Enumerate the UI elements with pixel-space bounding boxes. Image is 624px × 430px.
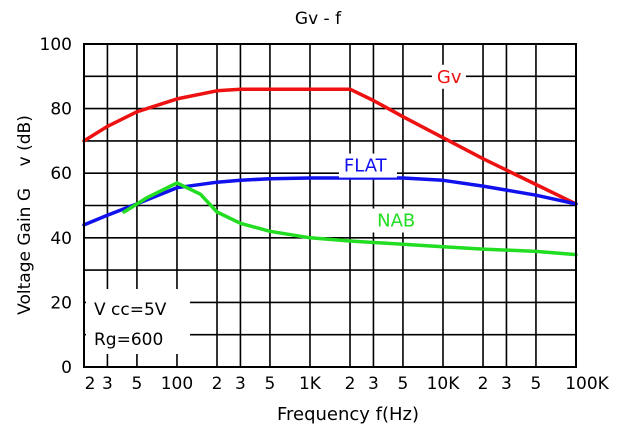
x-tick-label: 100K [565,374,609,394]
series-label-bg [372,208,419,233]
y-tick-label: 0 [61,358,72,378]
x-tick-label: 2 [345,374,356,394]
series-label-flat: FLAT [344,156,388,177]
series-line-flat [82,176,578,227]
x-tick-label: 3 [501,374,512,394]
y-tick-label: 60 [50,164,72,184]
y-tick-label: 20 [50,293,72,313]
series-labels: Gv FLAT NAB [338,64,466,233]
x-tick-label: 5 [132,374,143,394]
x-tick-label: 3 [368,374,379,394]
x-tick-label: 1K [299,374,322,394]
y-tick-label: 100 [40,35,72,55]
series-label-gv: Gv [437,67,462,88]
x-tick-label: 2 [85,374,96,394]
annotation-rg: Rg=600 [94,330,163,350]
x-tick-label: 100 [161,374,193,394]
series-layer [82,87,578,257]
x-tick-label: 10K [427,374,461,394]
series-line-gv [82,87,578,206]
chart-title: Gv - f [295,9,342,29]
x-tick-label: 3 [235,374,246,394]
x-tick-label: 3 [102,374,113,394]
series-label-bg [431,64,466,89]
x-axis-label: Frequency f(Hz) [277,404,419,425]
conditions-box [86,289,190,354]
grid-lines [83,43,577,368]
x-tick-label: 5 [531,374,542,394]
x-tick-label: 2 [212,374,223,394]
x-tick-label: 5 [265,374,276,394]
series-line-nab [122,181,578,257]
series-label-bg [338,153,397,178]
y-tick-label: 40 [50,229,72,249]
annotation-vcc: V cc=5V [94,300,167,320]
plot-frame [83,43,577,368]
y-axis-label: Voltage Gain G v (dB) [15,115,35,315]
x-tick-label: 2 [478,374,489,394]
series-label-nab: NAB [377,210,415,231]
x-tick-label: 5 [398,374,409,394]
y-tick-label: 80 [50,100,72,120]
